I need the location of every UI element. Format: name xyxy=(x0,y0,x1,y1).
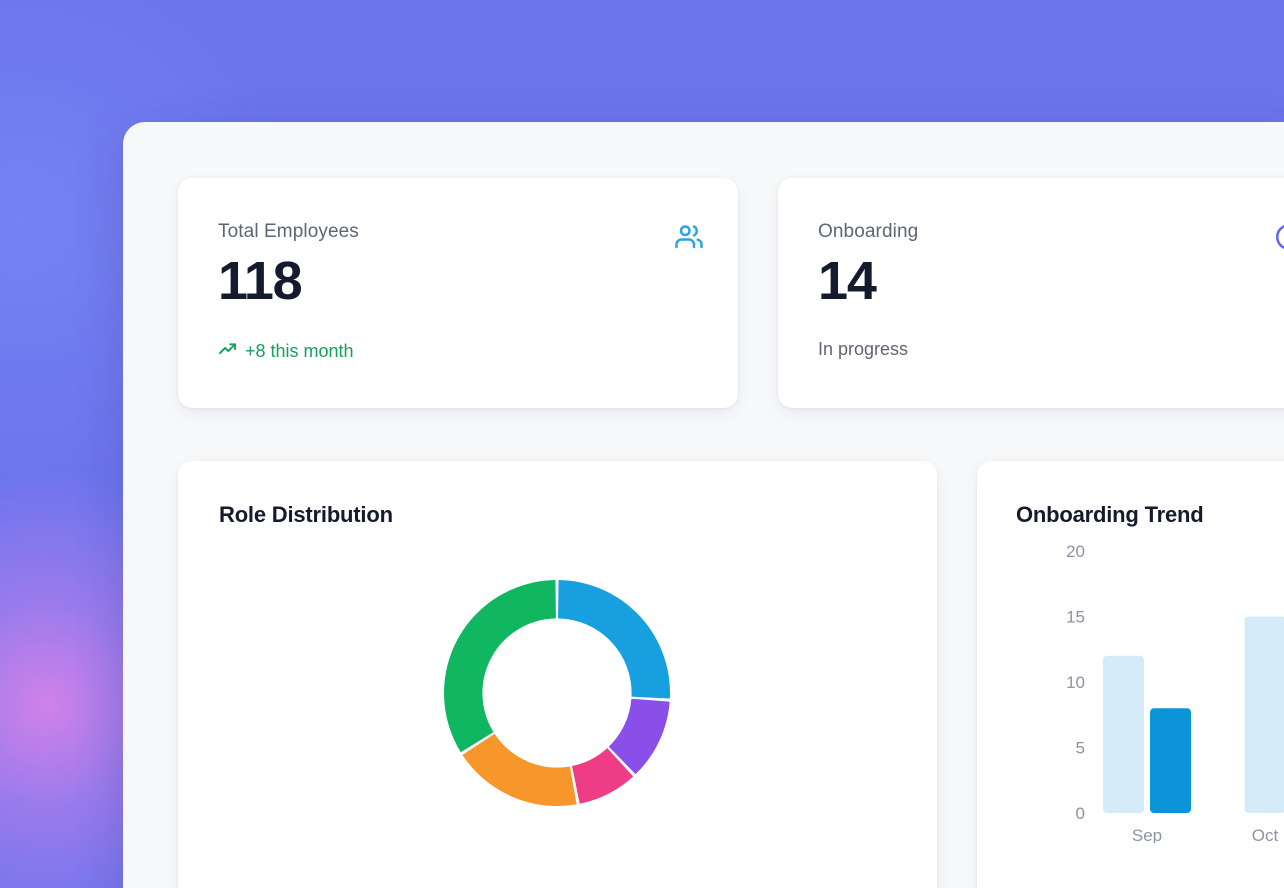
dashboard-panel: Total Employees 118 xyxy=(123,122,1284,888)
y-axis-tick-label: 5 xyxy=(1076,739,1085,758)
y-axis-tick-label: 10 xyxy=(1066,673,1085,692)
trending-up-icon xyxy=(218,340,237,362)
bar-chart-svg: 0 5 10 15 20 Sep Oct xyxy=(1066,542,1284,845)
stat-card-value: 118 xyxy=(218,251,303,311)
stat-card-onboarding[interactable]: Onboarding 14 In progress xyxy=(778,178,1284,408)
y-axis-tick-label: 0 xyxy=(1076,804,1085,823)
stat-card-label: Onboarding xyxy=(818,221,919,242)
stat-card-delta: +8 this month xyxy=(218,340,354,362)
y-axis-tick-label: 15 xyxy=(1066,608,1085,627)
bar[interactable] xyxy=(1150,708,1191,813)
x-axis-tick-label: Sep xyxy=(1132,826,1162,843)
donut-slice[interactable] xyxy=(571,748,634,804)
card-role-distribution: Role Distribution xyxy=(178,461,937,888)
stat-card-total-employees[interactable]: Total Employees 118 xyxy=(178,178,738,408)
donut-slice[interactable] xyxy=(558,580,670,699)
stat-card-header: Onboarding xyxy=(818,222,1284,257)
stat-card-delta: In progress xyxy=(818,340,908,358)
stat-card-value: 14 xyxy=(818,251,877,311)
card-onboarding-trend: Onboarding Trend 0 5 10 15 20 Sep Oct xyxy=(977,461,1284,888)
users-icon xyxy=(674,222,704,257)
stat-card-label: Total Employees xyxy=(218,221,359,242)
card-title: Role Distribution xyxy=(219,502,393,527)
stat-card-delta-text: +8 this month xyxy=(245,341,354,361)
donut-slice[interactable] xyxy=(462,733,577,806)
donut-chart[interactable] xyxy=(444,580,670,806)
stat-card-delta-text: In progress xyxy=(818,339,909,359)
x-axis-tick-label: Oct xyxy=(1252,826,1279,843)
bar[interactable] xyxy=(1244,616,1284,814)
bar[interactable] xyxy=(1103,655,1144,813)
stat-card-header: Total Employees xyxy=(218,222,704,257)
donut-slice[interactable] xyxy=(444,580,556,753)
donut-chart-svg xyxy=(444,580,670,806)
card-title: Onboarding Trend xyxy=(1016,502,1204,527)
donut-slice[interactable] xyxy=(608,698,670,775)
y-axis-tick-label: 20 xyxy=(1066,542,1085,561)
clock-icon xyxy=(1274,222,1284,257)
bar-chart[interactable]: 0 5 10 15 20 Sep Oct xyxy=(977,533,1284,845)
